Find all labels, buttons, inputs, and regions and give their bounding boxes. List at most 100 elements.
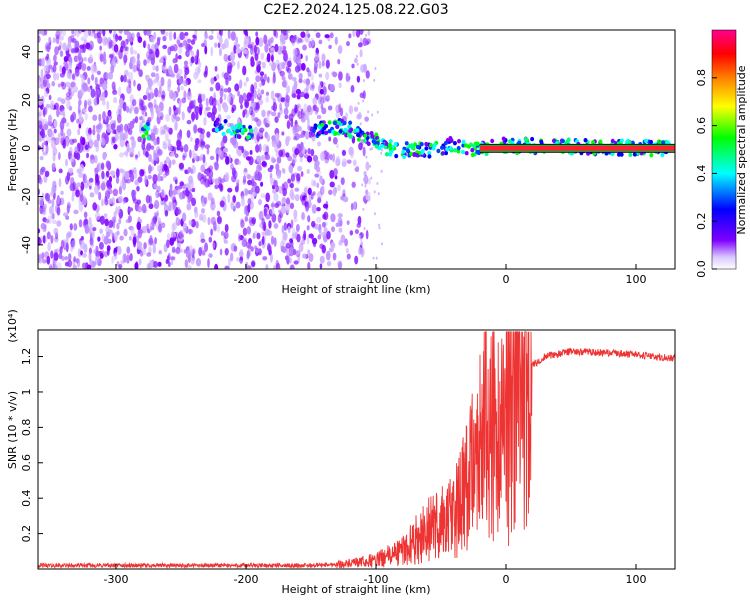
heatmap-noise-cell [329,181,335,188]
heatmap-noise-cell [153,31,157,40]
heatmap-noise-cell [56,72,60,81]
heatmap-noise-cell [287,73,293,80]
heatmap-noise-cell [43,140,48,146]
heatmap-noise-cell [119,130,124,139]
heatmap-noise-cell [74,40,80,49]
heatmap-noise-cell [269,172,273,179]
heatmap-signal-cell [649,152,654,158]
heatmap-noise-cell [62,30,67,37]
heatmap-noise-cell [84,144,89,151]
heatmap-noise-cell [83,38,87,44]
heatmap-noise-cell [53,72,57,81]
heatmap-noise-cell [81,200,85,205]
heatmap-noise-cell [59,35,64,41]
heatmap-noise-cell [359,122,362,126]
heatmap-noise-cell [219,248,223,256]
heatmap-noise-cell [65,95,71,101]
heatmap-noise-cell [138,229,144,235]
heatmap-noise-cell [173,104,176,112]
heatmap-noise-cell [187,38,192,44]
heatmap-noise-cell [295,88,302,95]
heatmap-noise-cell [191,187,196,193]
heatmap-noise-cell [113,129,117,135]
heatmap-signal-cell [344,133,349,138]
heatmap-noise-cell [68,72,72,80]
heatmap-noise-cell [316,170,322,176]
heatmap-noise-cell [188,245,193,251]
heatmap-noise-cell [143,59,147,66]
heatmap-noise-cell [342,188,346,194]
heatmap-noise-cell [273,179,278,187]
heatmap-noise-cell [300,38,304,43]
heatmap-noise-cell [106,126,111,133]
heatmap-noise-cell [228,257,231,267]
heatmap-noise-cell [113,252,118,260]
heatmap-noise-cell [78,202,84,212]
heatmap-noise-cell [207,257,210,268]
heatmap-signal-cell [598,139,603,144]
heatmap-signal-cell [628,152,633,158]
heatmap-noise-cell [287,225,291,234]
heatmap-noise-cell [231,136,237,146]
heatmap-noise-cell [63,56,69,63]
heatmap-noise-cell [363,227,366,231]
heatmap-noise-cell [119,180,124,190]
heatmap-noise-cell [220,231,225,236]
heatmap-noise-cell [175,206,181,216]
heatmap-noise-cell [46,103,51,108]
heatmap-noise-cell [303,78,307,84]
heatmap-noise-cell [72,85,78,93]
heatmap-noise-cell [119,46,124,53]
heatmap-signal-cell [409,151,414,156]
heatmap-signal-cell [649,139,654,145]
heatmap-noise-cell [240,46,245,53]
heatmap-noise-cell [302,233,307,242]
heatmap-noise-cell [352,159,357,167]
heatmap-noise-cell [137,176,143,183]
heatmap-noise-cell [68,150,71,160]
heatmap-noise-cell [337,184,341,192]
heatmap-noise-cell [337,213,343,218]
heatmap-noise-cell [256,118,262,127]
heatmap-noise-cell [357,111,362,119]
heatmap-noise-cell [272,189,277,194]
heatmap-noise-cell [164,209,169,217]
heatmap-noise-cell [65,215,70,220]
heatmap-noise-cell [131,189,136,199]
heatmap-noise-cell [118,217,122,225]
heatmap-signal-cell [610,138,615,144]
heatmap-noise-cell [150,53,156,59]
heatmap-noise-cell [360,248,364,256]
heatmap-noise-cell [197,127,203,133]
heatmap-noise-cell [284,114,289,120]
heatmap-noise-cell [177,131,183,141]
heatmap-noise-cell [243,30,248,36]
heatmap-noise-cell [250,98,255,104]
heatmap-noise-cell [102,30,106,37]
heatmap-noise-cell [224,248,229,256]
heatmap-noise-cell [312,191,316,196]
heatmap-noise-cell [315,106,319,113]
heatmap-signal-cell [472,143,477,149]
heatmap-noise-cell [305,84,310,92]
figure-title: C2E2.2024.125.08.22.G03 [263,2,448,18]
heatmap-noise-cell [302,44,307,51]
heatmap-noise-cell [338,103,342,113]
heatmap-noise-cell [235,36,239,45]
heatmap-noise-cell [230,201,235,210]
heatmap-noise-cell [195,258,202,267]
heatmap-noise-cell [243,81,247,87]
heatmap-noise-cell [303,103,308,114]
bottom-y-axis-label: SNR (10 * v/v) [6,391,19,469]
heatmap-signal-cell [432,142,437,148]
heatmap-noise-cell [132,63,137,74]
heatmap-noise-cell [378,226,381,230]
heatmap-noise-cell [171,113,176,123]
heatmap-noise-cell [281,183,285,192]
heatmap-noise-cell [294,65,301,73]
heatmap-noise-cell [52,263,58,269]
heatmap-noise-cell [38,35,41,43]
heatmap-noise-cell [293,34,297,40]
colorbar: 0.0 0.2 0.4 0.6 0.8 Normalized spectral ampl… [695,29,748,278]
heatmap-noise-cell [110,64,115,74]
